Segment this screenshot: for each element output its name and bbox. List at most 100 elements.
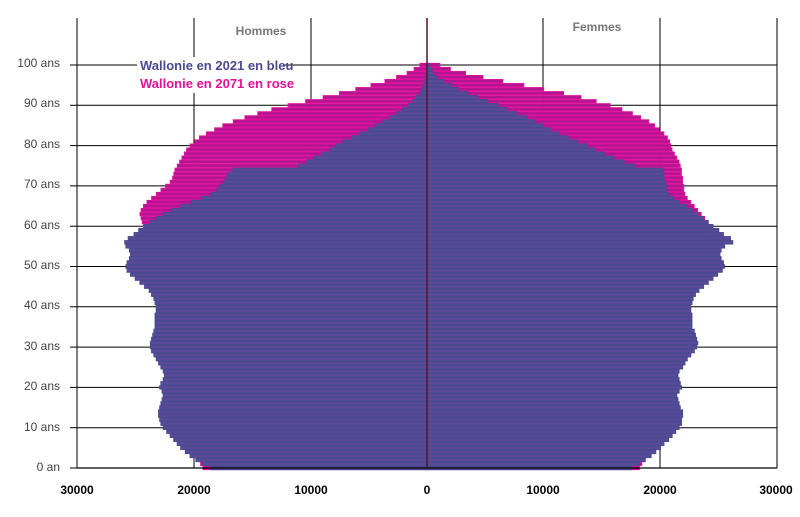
bar-female-age-78 — [426, 151, 605, 156]
bar-female-age-77 — [426, 155, 615, 160]
bar-male-age-71 — [223, 179, 428, 185]
bar-male-age-17 — [161, 397, 428, 402]
bar-female-age-71 — [426, 179, 666, 185]
bar-male-age-23 — [163, 373, 428, 378]
x-tick-label: 30000 — [60, 483, 94, 497]
bar-male-age-83 — [359, 131, 428, 136]
bar-female-age-55 — [426, 244, 726, 249]
legend-item-2021: Wallonie en 2021 en bleu — [140, 58, 293, 73]
bar-female-age-56 — [426, 240, 734, 245]
bar-male-age-59 — [138, 228, 428, 233]
bar-female-age-9 — [426, 429, 677, 434]
bar-female-age-95 — [426, 82, 451, 88]
x-tick-label: 20000 — [177, 483, 211, 497]
bar-female-age-79 — [426, 147, 596, 152]
bar-male-age-51 — [126, 260, 428, 265]
bar-female-age-47 — [426, 276, 714, 281]
bar-female-age-73 — [426, 171, 665, 177]
bar-female-age-67 — [426, 195, 674, 201]
bar-male-age-93 — [418, 90, 428, 96]
bar-female-age-66 — [426, 199, 680, 205]
bar-female-age-19 — [426, 389, 680, 394]
bar-male-age-84 — [368, 127, 428, 132]
bar-female-age-84 — [426, 127, 552, 132]
bar-female-age-14 — [426, 409, 684, 414]
bar-male-age-40 — [155, 304, 428, 310]
bar-female-age-13 — [426, 413, 684, 418]
bar-male-age-43 — [151, 292, 428, 297]
bar-male-age-93 — [339, 91, 428, 96]
bar-female-age-43 — [426, 292, 696, 297]
bar-male-age-89 — [401, 107, 428, 112]
bar-male-age-28 — [153, 352, 428, 358]
bar-male-age-82 — [351, 135, 428, 140]
bar-male-age-9 — [166, 429, 428, 434]
bar-male-age-94 — [421, 86, 428, 92]
y-tick-label: 0 an — [37, 460, 60, 474]
bar-male-age-47 — [134, 276, 428, 281]
bar-male-age-42 — [153, 296, 428, 301]
bar-male-age-5 — [180, 445, 428, 451]
x-tick-label: 20000 — [643, 483, 677, 497]
bar-female-age-34 — [426, 328, 695, 334]
hommes-label: Hommes — [236, 24, 287, 38]
bar-female-age-39 — [426, 308, 692, 314]
bar-female-age-28 — [426, 352, 692, 358]
bar-female-age-29 — [426, 348, 695, 354]
bar-female-age-50 — [426, 264, 726, 269]
bar-female-age-90 — [426, 103, 499, 108]
bar-female-age-20 — [426, 385, 682, 390]
bar-female-age-7 — [426, 437, 670, 443]
bar-male-age-88 — [396, 111, 428, 116]
bar-male-age-6 — [176, 441, 428, 447]
bar-female-age-12 — [426, 417, 682, 422]
bar-female-age-97 — [426, 74, 439, 80]
bar-male-age-69 — [216, 187, 428, 193]
bar-male-age-68 — [210, 191, 428, 197]
bar-female-age-74 — [426, 167, 664, 172]
bar-female-age-58 — [426, 232, 724, 237]
bar-male-age-16 — [160, 401, 428, 406]
bar-male-age-65 — [180, 203, 428, 209]
bar-male-age-21 — [160, 381, 428, 386]
bar-female-age-86 — [426, 119, 535, 124]
bar-male-age-34 — [153, 328, 428, 334]
bar-female-age-76 — [426, 159, 625, 164]
bar-male-age-48 — [130, 272, 428, 277]
bar-female-age-92 — [426, 95, 478, 100]
bar-male-age-92 — [415, 95, 428, 100]
bar-male-age-38 — [154, 312, 428, 318]
bar-male-age-15 — [159, 405, 428, 410]
bar-female-age-15 — [426, 405, 681, 410]
bar-male-age-74 — [232, 167, 428, 172]
bar-female-age-22 — [426, 377, 680, 382]
y-tick-label: 90 ans — [24, 96, 60, 110]
bar-male-age-3 — [189, 453, 428, 459]
bar-male-age-77 — [313, 155, 428, 160]
bar-female-age-4 — [426, 449, 657, 455]
bar-male-age-39 — [155, 308, 428, 314]
bar-female-age-88 — [426, 111, 518, 116]
bar-male-age-90 — [287, 103, 428, 108]
bar-male-age-26 — [158, 361, 428, 366]
bar-male-age-67 — [201, 195, 428, 201]
y-tick-label: 10 ans — [24, 420, 60, 434]
bar-female-age-53 — [426, 252, 721, 257]
bar-male-age-96 — [384, 79, 428, 84]
y-tick-label: 80 ans — [24, 137, 60, 151]
bar-male-age-99 — [413, 66, 428, 72]
x-tick-label: 10000 — [526, 483, 560, 497]
bar-male-age-80 — [335, 143, 428, 148]
bar-female-age-64 — [426, 207, 693, 213]
bar-female-age-18 — [426, 393, 678, 398]
bar-female-age-32 — [426, 336, 698, 342]
bar-male-age-63 — [162, 211, 428, 217]
bar-male-age-64 — [170, 207, 428, 213]
bar-female-age-25 — [426, 365, 684, 370]
bar-male-age-20 — [159, 385, 428, 390]
y-tick-label: 70 ans — [24, 177, 60, 191]
bar-male-age-87 — [389, 115, 428, 120]
femmes-label-bg — [572, 19, 622, 34]
bar-female-age-3 — [426, 453, 652, 459]
bar-male-age-56 — [124, 240, 428, 245]
